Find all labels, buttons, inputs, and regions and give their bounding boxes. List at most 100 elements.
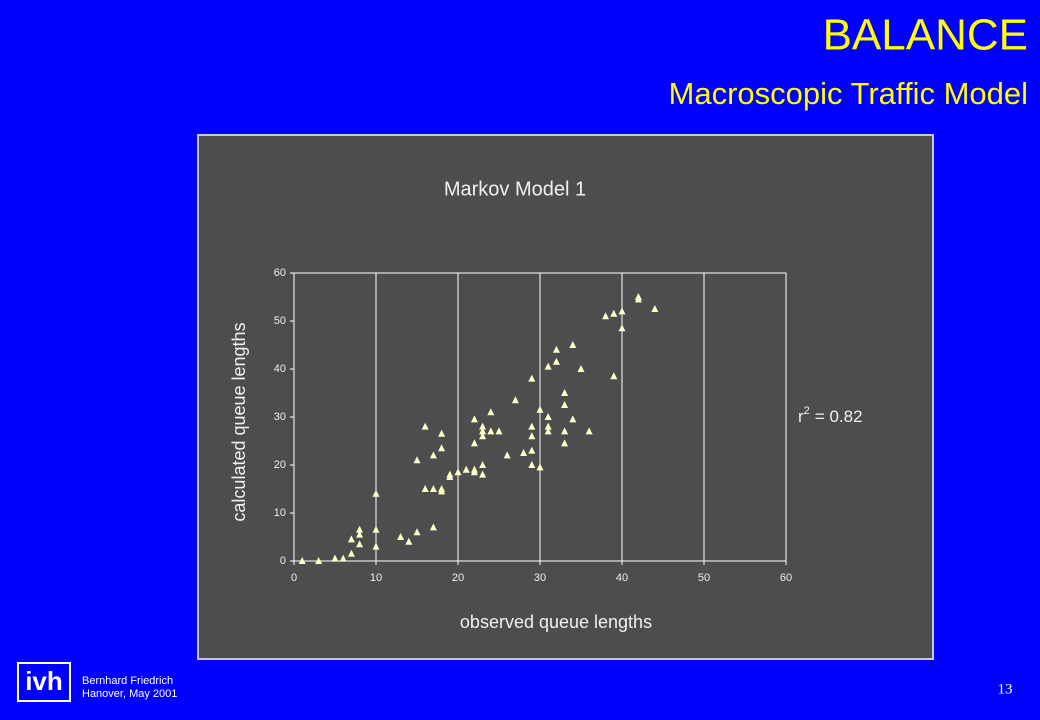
marker	[495, 427, 503, 435]
y-tick-label: 40	[274, 363, 286, 375]
marker	[405, 537, 413, 545]
y-tick-label: 10	[274, 507, 286, 519]
marker	[520, 449, 528, 456]
marker	[487, 427, 495, 435]
marker	[454, 468, 462, 476]
marker	[429, 451, 437, 459]
marker	[315, 557, 323, 564]
author: Bernhard Friedrich	[82, 675, 173, 687]
marker	[372, 489, 380, 497]
marker	[347, 549, 355, 557]
marker	[602, 312, 610, 320]
marker	[470, 439, 478, 447]
marker	[429, 485, 437, 492]
marker	[618, 307, 626, 315]
marker	[528, 422, 536, 430]
marker	[569, 341, 577, 348]
marker	[544, 427, 552, 435]
marker	[544, 362, 552, 370]
x-axis-label: observed queue lengths	[460, 612, 652, 632]
marker	[651, 305, 659, 312]
marker	[544, 413, 552, 420]
y-tick-label: 20	[274, 459, 286, 471]
marker	[479, 470, 487, 478]
y-tick-label: 0	[280, 555, 286, 567]
x-tick-label: 30	[534, 572, 546, 584]
marker	[438, 429, 446, 437]
x-tick-label: 60	[780, 572, 792, 584]
annotation: r2 = 0.82	[798, 405, 863, 427]
marker	[634, 293, 642, 300]
marker	[339, 554, 347, 562]
marker	[413, 456, 421, 464]
marker	[356, 525, 364, 533]
marker	[438, 485, 446, 492]
marker	[331, 554, 339, 562]
chart-title: Markov Model 1	[444, 178, 586, 200]
marker	[298, 557, 306, 564]
marker	[470, 465, 478, 473]
marker	[528, 446, 536, 454]
logo: ivh	[25, 666, 63, 696]
marker	[479, 422, 487, 430]
marker	[421, 485, 429, 492]
marker	[421, 422, 429, 430]
marker	[356, 540, 364, 548]
marker	[511, 396, 519, 404]
marker	[397, 533, 405, 540]
marker	[561, 389, 569, 396]
x-tick-label: 50	[698, 572, 710, 584]
y-tick-label: 50	[274, 315, 286, 327]
slide-title: BALANCE	[823, 11, 1028, 60]
marker	[470, 415, 478, 423]
marker	[372, 542, 380, 550]
marker	[618, 324, 626, 332]
marker	[561, 427, 569, 435]
marker	[347, 535, 355, 543]
marker	[552, 345, 560, 353]
x-tick-label: 40	[616, 572, 628, 584]
marker	[503, 451, 511, 459]
marker	[487, 408, 495, 416]
marker	[610, 309, 618, 317]
x-tick-label: 20	[452, 572, 464, 584]
marker	[413, 528, 421, 536]
marker	[479, 427, 487, 435]
marker	[356, 530, 364, 538]
marker	[528, 374, 536, 382]
marker	[552, 357, 560, 365]
y-axis-label: calculated queue lengths	[229, 322, 249, 521]
marker	[569, 415, 577, 423]
marker	[429, 523, 437, 531]
marker	[561, 401, 569, 408]
marker	[528, 432, 536, 440]
marker	[462, 465, 470, 473]
place-date: Hanover, May 2001	[82, 688, 177, 700]
marker	[585, 427, 593, 435]
logo-box	[17, 662, 71, 702]
x-tick-label: 0	[291, 572, 297, 584]
y-tick-label: 60	[274, 267, 286, 279]
marker	[372, 525, 380, 533]
marker	[479, 432, 487, 440]
marker	[536, 463, 544, 471]
annotation-base: r	[798, 407, 804, 426]
marker	[528, 461, 536, 468]
annotation-exponent: 2	[804, 405, 810, 417]
marker	[446, 470, 454, 478]
slide-subtitle: Macroscopic Traffic Model	[669, 76, 1029, 111]
marker	[544, 422, 552, 430]
marker	[479, 461, 487, 468]
x-tick-label: 10	[370, 572, 382, 584]
page-number: 13	[998, 681, 1013, 697]
y-tick-label: 30	[274, 411, 286, 423]
marker	[536, 405, 544, 413]
chart-panel	[197, 134, 934, 660]
marker	[561, 439, 569, 447]
marker	[577, 365, 585, 372]
marker	[610, 372, 618, 380]
marker	[438, 444, 446, 452]
annotation-text: = 0.82	[815, 407, 863, 426]
